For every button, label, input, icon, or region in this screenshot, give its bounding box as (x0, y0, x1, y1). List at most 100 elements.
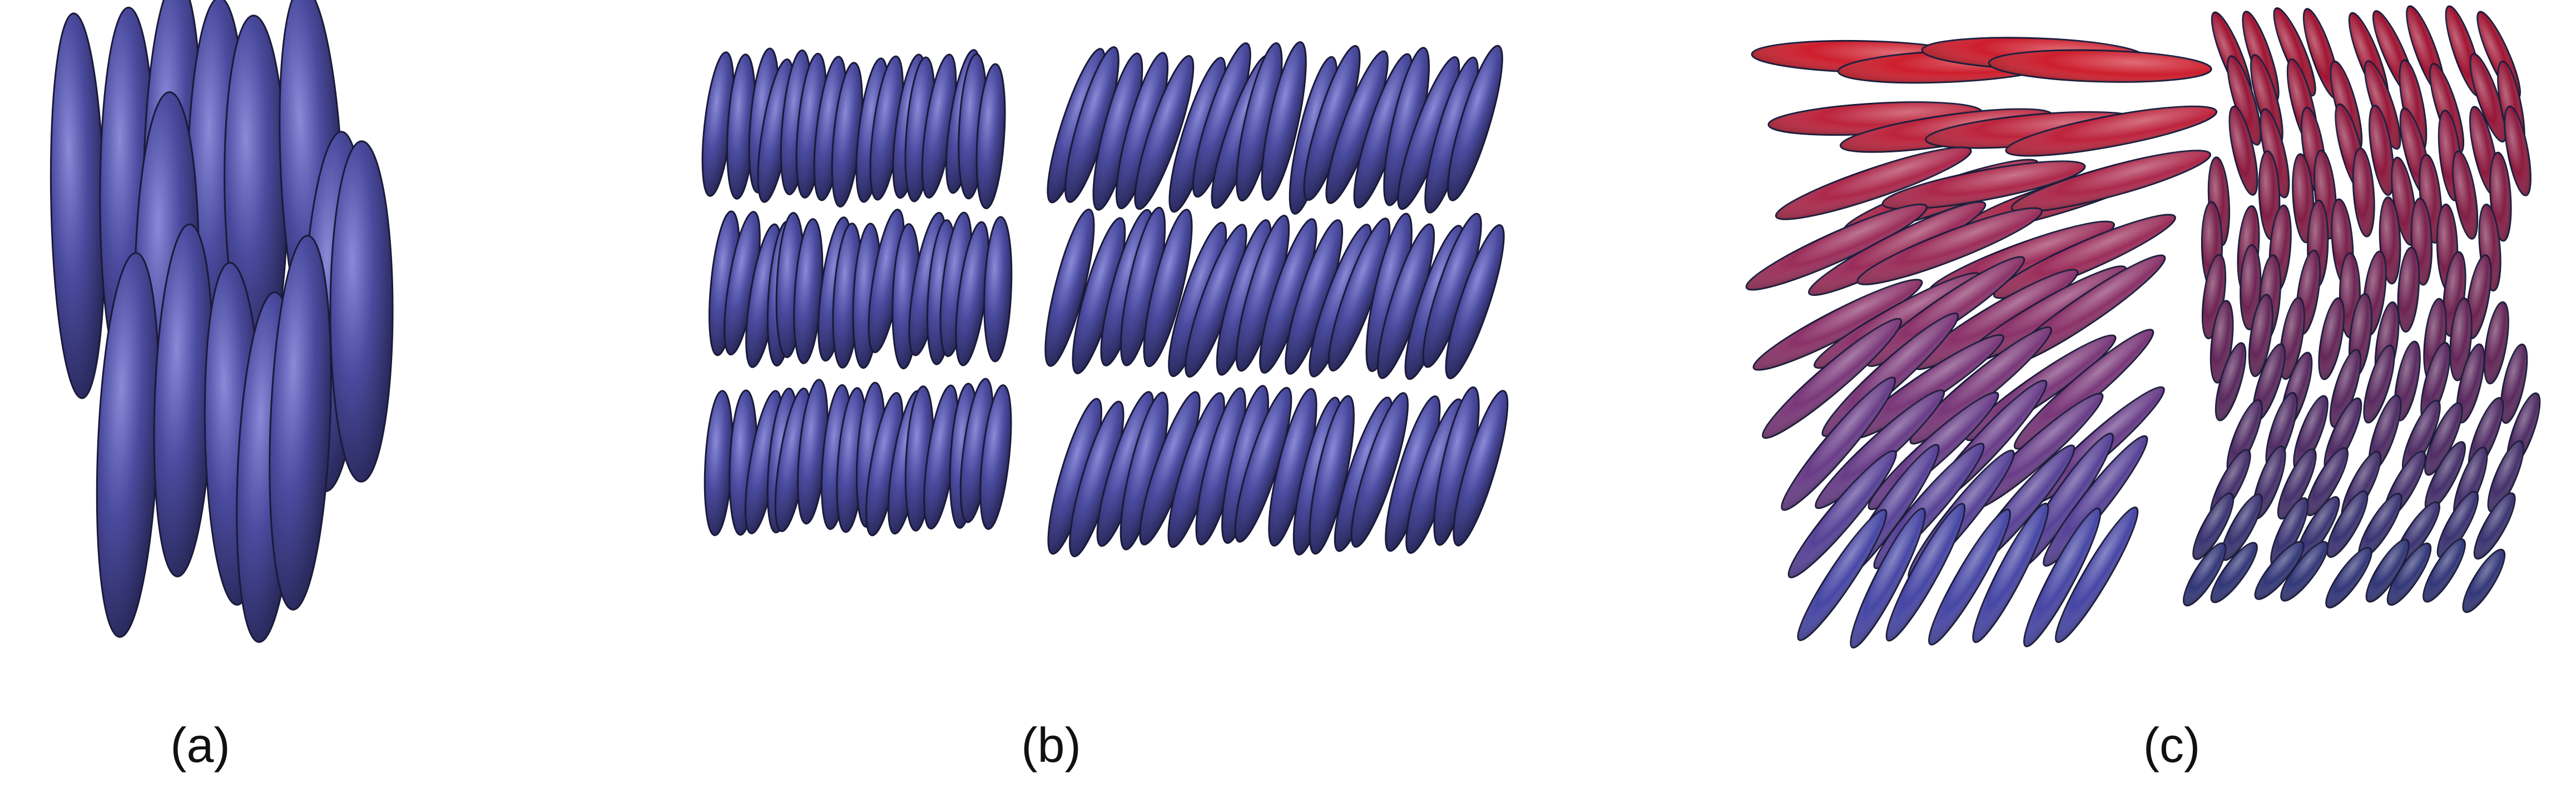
ellipsoid-shading (2306, 448, 2348, 516)
ellipsoid-shading (2425, 403, 2463, 475)
ellipsoid-shading (2326, 547, 2372, 608)
ellipsoid-shading (1776, 147, 1971, 220)
ellipsoid-shading (1867, 257, 2024, 367)
ellipsoid-shading (2453, 151, 2478, 239)
ellipsoid-shading (1857, 208, 2042, 285)
ellipsoid-shading (2438, 492, 2478, 558)
ellipsoid-shading (2488, 441, 2524, 512)
ellipsoid-shading (2470, 53, 2506, 142)
panel-a-ellipsoids (49, 0, 394, 643)
ellipsoid-shading (2402, 400, 2440, 473)
ellipsoid (983, 216, 1013, 363)
ellipsoid-shading (2278, 449, 2316, 519)
ellipsoid-shading (1994, 215, 2176, 298)
ellipsoid-shading (2450, 298, 2472, 380)
ellipsoid-shading (1746, 204, 1927, 290)
ellipsoid-shading (2281, 542, 2328, 601)
ellipsoid (329, 140, 394, 483)
ellipsoid-shading (2400, 60, 2426, 151)
ellipsoid (1309, 395, 1355, 555)
panel-b-ellipsoids (701, 41, 1509, 557)
ellipsoid-shading (2387, 543, 2431, 605)
ellipsoid-shading (2271, 498, 2308, 566)
ellipsoid-shading (1850, 508, 1925, 648)
ellipsoid-shading (2425, 442, 2465, 511)
ellipsoid (1143, 209, 1193, 368)
ellipsoid-shading (2266, 393, 2297, 468)
ellipsoid-shading (2211, 542, 2257, 602)
ellipsoid-shading (2423, 539, 2465, 602)
ellipsoid-shading (2274, 8, 2316, 96)
ellipsoid (1044, 209, 1095, 367)
ellipsoid-shading (2293, 395, 2328, 470)
ellipsoid-shading (2024, 508, 2101, 647)
ellipsoid-shading (1929, 509, 2010, 645)
ellipsoid (1445, 224, 1505, 379)
ellipsoid-shading (2398, 248, 2419, 332)
ellipsoid-shading (1789, 451, 1896, 578)
ellipsoid-shading (2500, 344, 2527, 423)
ellipsoid-shading (2330, 350, 2361, 427)
ellipsoid-shading (2463, 550, 2505, 612)
ellipsoid-shading (2240, 245, 2261, 330)
ellipsoid-shading (2006, 106, 2217, 156)
panel-label: (b) (1021, 717, 1081, 773)
ellipsoid-shading (2466, 255, 2491, 339)
ellipsoid-shading (1852, 335, 2004, 438)
ellipsoid-shading (2249, 294, 2273, 377)
ellipsoid-shading (2366, 539, 2409, 602)
ellipsoid-shading (2364, 345, 2394, 423)
ellipsoid-shading (2216, 343, 2246, 420)
ellipsoid-shading (2227, 400, 2262, 473)
ellipsoid-shading (1753, 279, 1923, 370)
ellipsoid-shading (2227, 56, 2261, 145)
ellipsoid (975, 63, 1006, 210)
ellipsoid-shading (2474, 493, 2515, 559)
ellipsoid-shading (2391, 157, 2416, 245)
ellipsoid-shading (2359, 493, 2402, 558)
ellipsoid-shading (2230, 106, 2257, 195)
ellipsoid-shading (2369, 105, 2394, 195)
ellipsoid-shading (2505, 106, 2531, 196)
ellipsoid-shading (2327, 491, 2367, 557)
ellipsoid (1350, 392, 1409, 548)
ellipsoid-shading (1781, 377, 1895, 510)
ellipsoid-shading (1883, 161, 2085, 209)
ellipsoid-shading (2484, 302, 2509, 384)
ellipsoid-shading (1886, 503, 1965, 641)
ellipsoid-shading (2365, 61, 2401, 149)
ellipsoid-shading (2325, 398, 2361, 471)
ellipsoid-shading (2259, 151, 2280, 240)
ellipsoid-shading (2193, 493, 2233, 560)
panel-c-ellipsoids (1745, 5, 2541, 649)
ellipsoid (1134, 55, 1195, 210)
ellipsoid-shading (1914, 270, 2078, 369)
ellipsoid-shading (1762, 319, 1901, 438)
ellipsoid (1453, 390, 1509, 547)
ellipsoid-shading (1973, 503, 2048, 642)
ellipsoid-shading (1910, 327, 2052, 444)
ellipsoid-shading (2012, 150, 2211, 212)
ellipsoid-shading (1971, 393, 2103, 509)
ellipsoid-shading (1797, 509, 1886, 641)
ellipsoid-shading (2319, 298, 2344, 379)
ellipsoid-shading (2221, 494, 2262, 560)
ellipsoid-shading (2292, 154, 2314, 242)
ellipsoid-shading (1809, 202, 1985, 295)
ellipsoid (979, 384, 1012, 530)
ellipsoid-shading (2280, 298, 2305, 379)
ellipsoid (1447, 44, 1503, 201)
ellipsoid-shading (2255, 542, 2304, 600)
ellipsoid-shading (2456, 344, 2484, 423)
ellipsoid-shading (2183, 543, 2226, 606)
ellipsoid-shading (1989, 50, 2212, 82)
panel-label: (c) (2143, 717, 2201, 773)
ellipsoid (1261, 41, 1307, 201)
ellipsoid-shading (1815, 390, 1944, 508)
ellipsoid-shading (2043, 436, 2147, 566)
ellipsoid-shading (2296, 497, 2339, 562)
ellipsoid (269, 235, 332, 611)
ellipsoid-shading (2260, 109, 2289, 197)
ellipsoid-shading (2421, 343, 2450, 421)
